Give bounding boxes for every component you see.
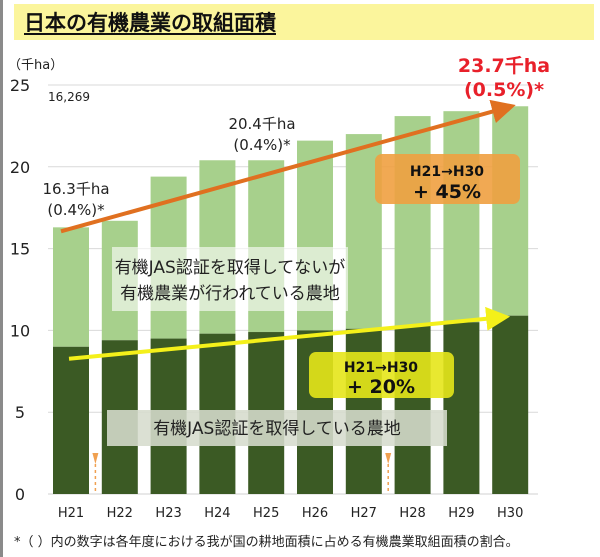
x-tick-label: H27 <box>351 506 377 521</box>
bar-certified-H28 <box>394 325 431 494</box>
x-tick-label: H28 <box>399 506 425 521</box>
h21-share-label: (0.4%)* <box>47 201 105 219</box>
y-tick-label: 5 <box>15 403 25 422</box>
h30-share-label: (0.5%)* <box>464 79 544 101</box>
certified-growth-period: H21→H30 <box>344 360 418 376</box>
x-tick-label: H26 <box>302 506 328 521</box>
bar-uncertified-H29 <box>443 111 480 323</box>
certified-growth-value: + 20% <box>347 376 415 398</box>
h21-value-label: 16.3千ha <box>42 180 109 198</box>
certified-growth-arrow <box>68 306 511 361</box>
marker-triangle <box>385 453 392 464</box>
chart-title: 日本の有機農業の取組面積 <box>24 11 276 35</box>
y-axis-unit-label: （千ha） <box>8 58 64 73</box>
x-tick-label: H30 <box>497 506 523 521</box>
y-tick-label: 20 <box>10 158 30 177</box>
uncertified-label-box <box>112 247 348 311</box>
x-tick-label: H25 <box>253 506 279 521</box>
total-growth-period: H21→H30 <box>410 164 484 180</box>
certified-growth-box <box>309 352 454 398</box>
x-tick-label: H22 <box>107 506 133 521</box>
h30-value-label: 23.7千ha <box>458 55 550 77</box>
marker-triangle <box>92 453 99 464</box>
total-growth-box <box>375 154 520 204</box>
top-left-value: 16,269 <box>48 90 90 104</box>
overlays: 16,269 有機JAS認証を取得してないが有機農業が行われている農地有機JAS認… <box>42 55 550 494</box>
x-tick-label: H29 <box>448 506 474 521</box>
footnote: *（ ）内の数字は各年度における我が国の耕地面積に占める有機農業取組面積の割合。 <box>14 535 519 550</box>
y-tick-label: 0 <box>15 485 25 504</box>
total-growth-value: + 45% <box>413 181 481 203</box>
y-tick-label: 15 <box>10 240 30 259</box>
bar-uncertified-H28 <box>394 116 431 326</box>
x-tick-labels: H21 H22 H23 H24 H25 H26 H27 H28 H29 H30 <box>58 506 524 521</box>
uncertified-label-line2: 有機農業が行われている農地 <box>120 284 340 304</box>
uncertified-label-line1: 有機JAS認証を取得してないが <box>115 258 346 278</box>
total-growth-arrow <box>60 99 516 234</box>
certified-label-box <box>107 410 447 446</box>
h25-share-label: (0.4%)* <box>233 136 291 154</box>
y-tick-label: 10 <box>10 321 30 340</box>
x-tick-label: H24 <box>204 506 230 521</box>
y-tick-label: 25 <box>10 76 30 95</box>
h25-value-label: 20.4千ha <box>228 115 295 133</box>
y-tick-labels: 0 5 10 15 20 25 <box>10 76 30 504</box>
x-tick-label: H21 <box>58 506 84 521</box>
left-border <box>0 0 3 557</box>
bar-certified-H30 <box>492 315 529 494</box>
certified-label: 有機JAS認証を取得している農地 <box>153 419 401 439</box>
bar-certified-H29 <box>443 322 480 494</box>
title-band <box>14 4 594 40</box>
bar-uncertified-H21 <box>53 227 89 347</box>
bar-certified-H21 <box>53 346 89 494</box>
bar-uncertified-H30 <box>492 106 529 316</box>
x-tick-label: H23 <box>155 506 181 521</box>
